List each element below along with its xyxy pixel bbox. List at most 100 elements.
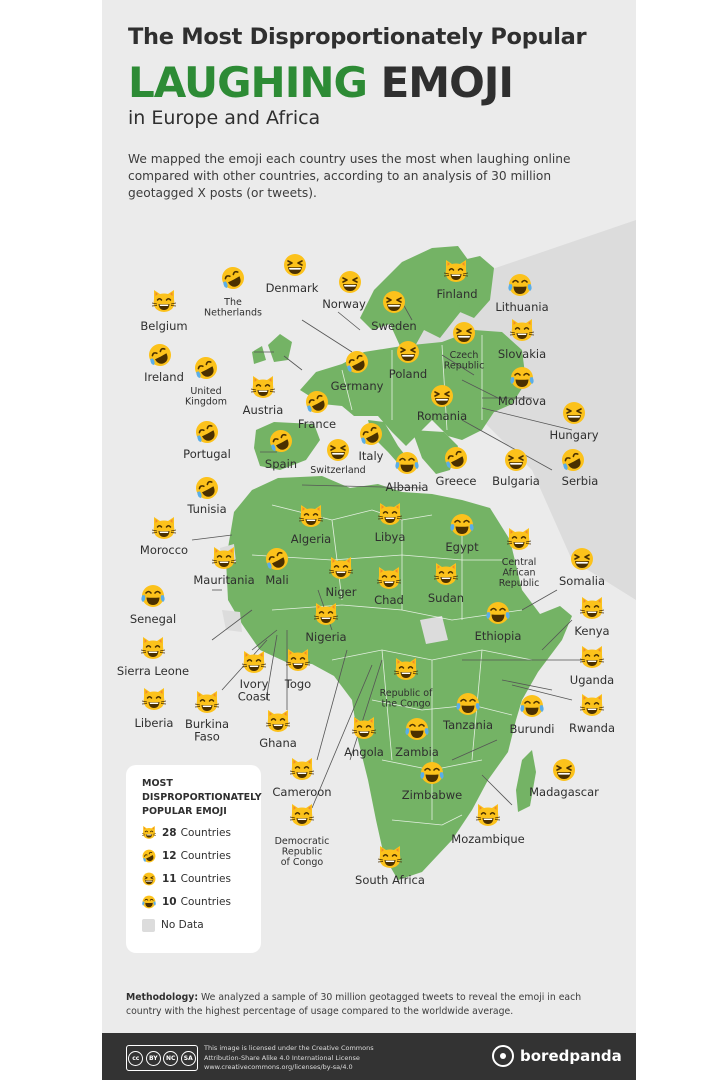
country-label: France: [298, 417, 336, 431]
rofl-emoji-icon: [194, 356, 218, 380]
title-green-word: LAUGHING: [128, 58, 368, 107]
brand-logo[interactable]: boredpanda: [492, 1045, 622, 1067]
country-marker-bulgaria: Bulgaria: [492, 448, 540, 488]
country-label: Senegal: [130, 612, 176, 626]
country-marker-democratic-republic-of-congo: Democratic Republic of Congo: [275, 804, 330, 868]
country-label: Ivory Coast: [238, 677, 271, 704]
cat-emoji-icon: [141, 637, 165, 660]
methodology-label: Methodology:: [126, 992, 199, 1003]
country-label: Central African Republic: [499, 557, 540, 589]
cat-emoji-icon: [266, 710, 290, 733]
cat-emoji-icon: [290, 804, 314, 827]
country-marker-italy: Italy: [359, 422, 384, 463]
cat-emoji-icon: [476, 804, 500, 827]
country-marker-somalia: Somalia: [559, 547, 605, 588]
grin-emoji-icon: [396, 340, 420, 364]
south-sudan-no-data: [420, 616, 448, 644]
country-label: Burkina Faso: [185, 717, 229, 744]
country-marker-romania: Romania: [417, 384, 467, 423]
country-label: Zimbabwe: [402, 788, 462, 802]
country-marker-nigeria: Nigeria: [305, 603, 347, 644]
grin-emoji-icon: [562, 401, 586, 425]
uk-land: [268, 334, 292, 362]
legend-count: 28: [162, 827, 177, 839]
cat-emoji-icon: [580, 646, 604, 669]
cat-emoji-icon: [152, 517, 176, 540]
rofl-emoji-icon: [221, 266, 245, 290]
license-link[interactable]: www.creativecommons.org/licenses/by-sa/4…: [204, 1063, 353, 1071]
legend-label: Countries: [180, 827, 231, 839]
country-marker-portugal: Portugal: [183, 420, 231, 461]
title-main: LAUGHING EMOJI: [128, 58, 514, 107]
legend-item-no-data: No Data: [142, 917, 204, 933]
country-label: Sierra Leone: [117, 664, 189, 678]
country-label: Mauritania: [193, 573, 254, 587]
country-marker-senegal: Senegal: [130, 584, 176, 626]
country-label: Moldova: [498, 394, 546, 408]
country-label: Togo: [284, 677, 311, 691]
country-label: Rwanda: [569, 721, 615, 735]
country-marker-denmark: Denmark: [266, 253, 319, 295]
cat-emoji-icon: [290, 758, 314, 781]
country-marker-spain: Spain: [265, 429, 297, 471]
country-label: Norway: [322, 297, 366, 311]
subtitle: in Europe and Africa: [128, 107, 321, 129]
grin-emoji-icon: [504, 448, 528, 472]
country-marker-austria: Austria: [243, 376, 283, 417]
grin-emoji-icon: [570, 547, 594, 571]
grin-emoji-icon: [142, 872, 156, 886]
cat-emoji-icon: [195, 691, 219, 714]
cat-emoji-icon: [580, 597, 604, 620]
legend: MOST DISPROPORTIONATELY POPULAR EMOJI 28…: [126, 765, 262, 953]
ireland-land: [252, 346, 266, 364]
country-label: Sudan: [428, 591, 464, 605]
country-marker-ethiopia: Ethiopia: [475, 601, 521, 643]
country-marker-mozambique: Mozambique: [451, 804, 525, 846]
legend-item-rofl: 12 Countries: [142, 848, 231, 864]
title-dark-word: EMOJI: [380, 58, 514, 107]
country-marker-germany: Germany: [331, 350, 384, 393]
rofl-emoji-icon: [142, 849, 156, 863]
country-label: Kenya: [574, 624, 609, 638]
infographic-poster: The Most Disproportionately Popular LAUG…: [102, 0, 636, 1080]
country-label: Albania: [386, 480, 429, 494]
nc-icon: NC: [163, 1050, 179, 1066]
intro-text: We mapped the emoji each country uses th…: [128, 152, 571, 200]
cat-emoji-icon: [580, 694, 604, 717]
country-label: Niger: [326, 585, 357, 599]
country-marker-slovakia: Slovakia: [498, 319, 546, 361]
country-label: Uganda: [570, 673, 614, 687]
methodology: Methodology: We analyzed a sample of 30 …: [126, 991, 616, 1018]
country-marker-moldova: Moldova: [498, 366, 546, 408]
country-label: South Africa: [355, 873, 425, 887]
country-label: Nigeria: [305, 630, 346, 644]
legend-count: 10: [162, 896, 177, 908]
country-label: Greece: [436, 474, 477, 488]
country-label: Democratic Republic of Congo: [275, 836, 330, 868]
country-label: Portugal: [183, 447, 231, 461]
country-label: The Netherlands: [204, 297, 262, 319]
cat-emoji-icon: [251, 376, 275, 399]
country-label: Republic of the Congo: [380, 688, 433, 710]
country-marker-rwanda: Rwanda: [569, 694, 615, 735]
legend-label: Countries: [180, 850, 231, 862]
country-label: Denmark: [266, 281, 319, 295]
guinea-no-data: [222, 610, 242, 632]
country-marker-tanzania: Tanzania: [442, 692, 493, 732]
country-marker-togo: Togo: [284, 649, 311, 691]
country-marker-republic-of-the-congo: Republic of the Congo: [380, 658, 433, 710]
grin-emoji-icon: [283, 253, 307, 277]
country-label: Finland: [436, 287, 477, 301]
country-label: Belgium: [140, 319, 187, 333]
grin-emoji-icon: [338, 270, 362, 294]
country-marker-south-africa: South Africa: [355, 846, 425, 887]
country-marker-egypt: Egypt: [445, 513, 479, 554]
country-marker-switzerland: Switzerland: [310, 438, 366, 476]
country-marker-lithuania: Lithuania: [495, 273, 549, 314]
no-data-swatch: [142, 918, 155, 932]
country-marker-the-netherlands: The Netherlands: [204, 266, 262, 319]
brand-name: boredpanda: [520, 1047, 622, 1065]
country-label: United Kingdom: [185, 386, 227, 408]
country-label: Serbia: [562, 474, 599, 488]
